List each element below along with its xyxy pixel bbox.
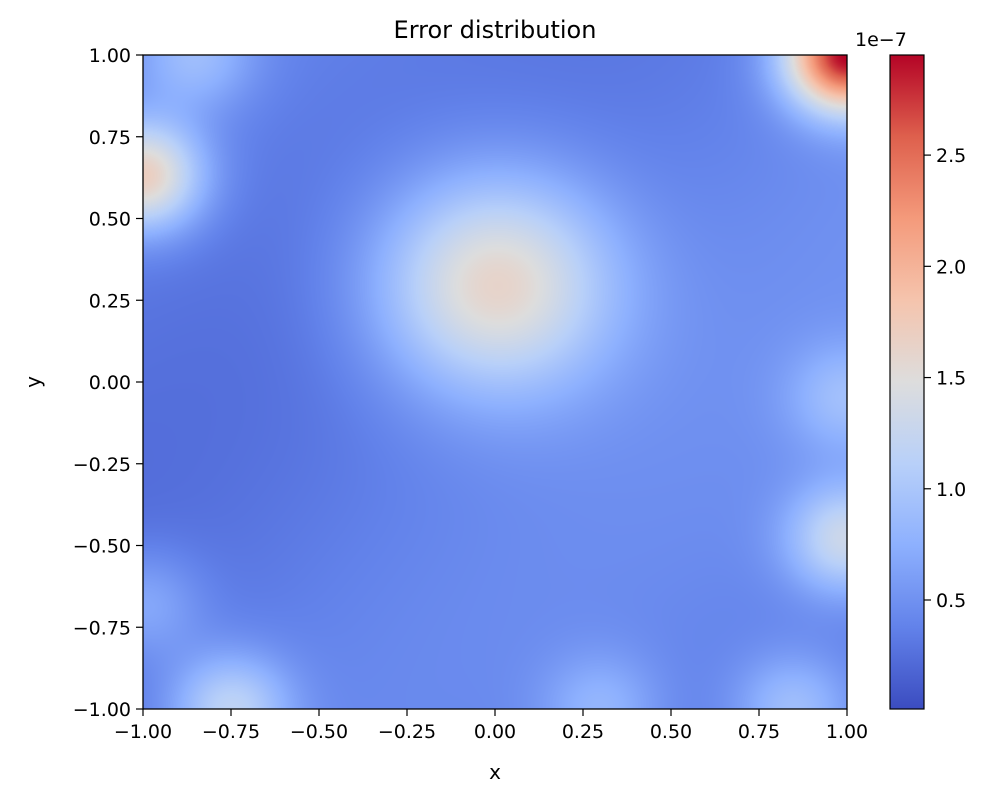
x-tick-label: −0.25 xyxy=(378,721,436,743)
y-tick-label: −0.75 xyxy=(73,617,131,639)
y-tick-label: −1.00 xyxy=(73,699,131,721)
x-tick-label: 1.00 xyxy=(826,721,868,743)
heatmap-image xyxy=(143,55,847,709)
colorbar-tick-label: 1.0 xyxy=(936,479,966,501)
y-tick-label: −0.50 xyxy=(73,536,131,558)
y-tick-label: −0.25 xyxy=(73,454,131,476)
y-axis: −1.00 −0.75 −0.50 −0.25 0.00 0.25 0.50 0.75 1.00 xyxy=(73,45,143,721)
x-tick-label: 0.25 xyxy=(562,721,604,743)
chart-title: Error distribution xyxy=(394,16,597,44)
x-tick-label: −0.75 xyxy=(202,721,260,743)
x-tick-label: −1.00 xyxy=(114,721,172,743)
x-axis: −1.00 −0.75 −0.50 −0.25 0.00 0.25 0.50 0.75 1.00 xyxy=(114,709,868,743)
x-axis-label: x xyxy=(489,760,501,784)
y-axis-label: y xyxy=(21,376,45,388)
x-tick-label: −0.50 xyxy=(290,721,348,743)
x-tick-label: 0.50 xyxy=(650,721,692,743)
colorbar-tick-label: 0.5 xyxy=(936,590,966,612)
colorbar-offset-label: 1e−7 xyxy=(855,29,907,51)
x-tick-label: 0.00 xyxy=(474,721,516,743)
colorbar xyxy=(889,54,925,710)
colorbar-tick-label: 2.5 xyxy=(936,145,966,167)
y-tick-label: 0.75 xyxy=(89,127,131,149)
colorbar-ticks: 0.5 1.0 1.5 2.0 2.5 xyxy=(924,145,966,612)
y-tick-label: 0.00 xyxy=(89,372,131,394)
x-tick-label: 0.75 xyxy=(738,721,780,743)
colorbar-tick-label: 1.5 xyxy=(936,368,966,390)
y-tick-label: 1.00 xyxy=(89,45,131,67)
y-tick-label: 0.25 xyxy=(89,290,131,312)
y-tick-label: 0.50 xyxy=(89,209,131,231)
colorbar-tick-label: 2.0 xyxy=(936,256,966,278)
